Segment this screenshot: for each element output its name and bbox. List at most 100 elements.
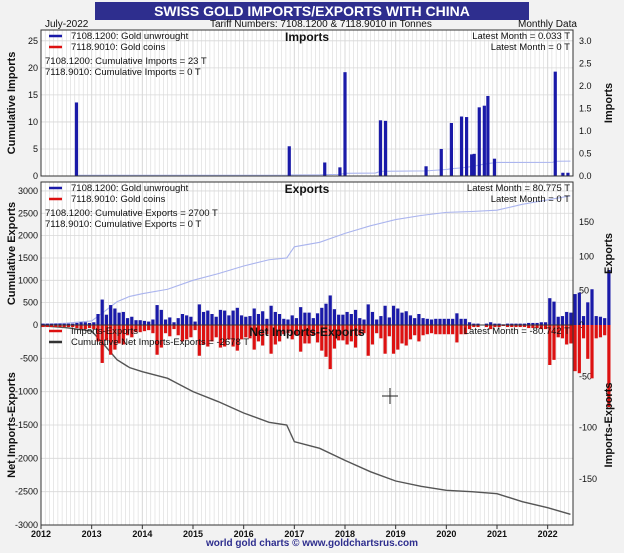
bar — [358, 318, 362, 325]
bar — [155, 305, 159, 325]
bar — [62, 323, 66, 325]
bar — [71, 323, 75, 325]
bar — [239, 325, 244, 340]
bar — [189, 325, 193, 338]
bar — [463, 318, 467, 325]
right-tick-label: 50 — [579, 286, 589, 296]
bar — [328, 325, 332, 370]
bar — [476, 323, 480, 325]
bar — [434, 318, 438, 325]
bar — [54, 323, 58, 325]
bar — [311, 318, 315, 325]
bar — [256, 314, 261, 325]
bar — [438, 325, 442, 335]
x-tick-label: 2018 — [335, 529, 355, 539]
legend-label: 7118.9010: Gold coins — [71, 194, 166, 205]
bar — [408, 315, 413, 325]
left-tick-label: 3000 — [18, 186, 38, 196]
left-axis-label: Net Imports-Exports — [6, 372, 18, 478]
bar — [362, 325, 366, 334]
bar — [121, 325, 125, 345]
bar — [581, 325, 586, 339]
bar — [104, 325, 109, 341]
bar — [586, 302, 590, 325]
right-tick-label: -100 — [579, 423, 597, 433]
bar — [472, 325, 476, 328]
latest-month-label: Latest Month = 0 T — [491, 42, 570, 53]
bar — [387, 325, 391, 337]
bar — [307, 312, 311, 325]
bar — [41, 323, 45, 325]
bar — [130, 316, 134, 325]
x-tick-label: 2014 — [132, 529, 152, 539]
bar — [45, 323, 49, 325]
bar — [163, 319, 168, 325]
right-axis-label: Exports — [603, 233, 615, 274]
bar — [527, 325, 531, 329]
bar — [337, 314, 341, 325]
bar — [366, 325, 370, 356]
bar — [315, 325, 320, 343]
bar — [286, 325, 290, 334]
right-axis-label: Imports-Exports — [603, 383, 615, 468]
bar — [189, 316, 193, 325]
bar — [472, 153, 476, 176]
bar — [303, 312, 307, 325]
right-tick-label: 2.5 — [579, 58, 592, 68]
footer-credit: world gold charts © www.goldchartsrus.co… — [205, 538, 419, 549]
bar — [265, 325, 269, 335]
bar — [218, 309, 223, 325]
x-tick-label: 2022 — [538, 529, 558, 539]
bar — [421, 325, 425, 336]
bar — [83, 325, 87, 330]
bar — [548, 298, 552, 325]
bar — [109, 325, 113, 355]
bar — [510, 325, 514, 328]
x-tick-label: 2013 — [82, 529, 102, 539]
right-tick-label: 1.0 — [579, 126, 592, 136]
bar — [96, 325, 100, 342]
bar — [581, 316, 586, 325]
bar — [180, 314, 185, 325]
bar — [214, 316, 218, 325]
x-tick-label: 2012 — [31, 529, 51, 539]
bar — [244, 325, 248, 338]
bar — [590, 325, 594, 379]
bar — [337, 325, 341, 341]
bar — [151, 325, 155, 334]
bar — [282, 318, 286, 325]
left-tick-label: 0 — [33, 320, 38, 330]
bar — [387, 317, 391, 325]
bar — [349, 314, 353, 325]
bar — [134, 325, 138, 333]
bar — [400, 325, 404, 344]
bar — [484, 325, 489, 328]
bar — [425, 318, 429, 325]
right-axis-label: Imports — [603, 83, 615, 123]
bar — [265, 318, 269, 325]
bar — [425, 325, 429, 335]
left-tick-label: 1500 — [18, 253, 38, 263]
bar — [282, 325, 286, 335]
bar — [603, 325, 607, 336]
bar — [277, 325, 282, 342]
bar — [370, 325, 375, 345]
bar — [560, 325, 565, 339]
legend-label: Imports-Exports — [71, 326, 138, 337]
bar — [290, 325, 294, 340]
bar — [58, 325, 62, 328]
bar — [201, 325, 206, 345]
bar — [492, 158, 497, 176]
bar — [553, 71, 557, 176]
bar — [206, 325, 210, 347]
bar — [535, 322, 539, 325]
bar — [514, 323, 518, 325]
right-tick-label: 3.0 — [579, 36, 592, 46]
right-tick-label: 1.5 — [579, 103, 592, 113]
bar — [378, 120, 383, 176]
right-tick-label: 2.0 — [579, 81, 592, 91]
bar — [287, 146, 291, 176]
bar — [125, 318, 130, 325]
subtitle-label: Tariff Numbers: 7108.1200 & 7118.9010 in… — [210, 19, 432, 30]
bar — [442, 325, 446, 335]
